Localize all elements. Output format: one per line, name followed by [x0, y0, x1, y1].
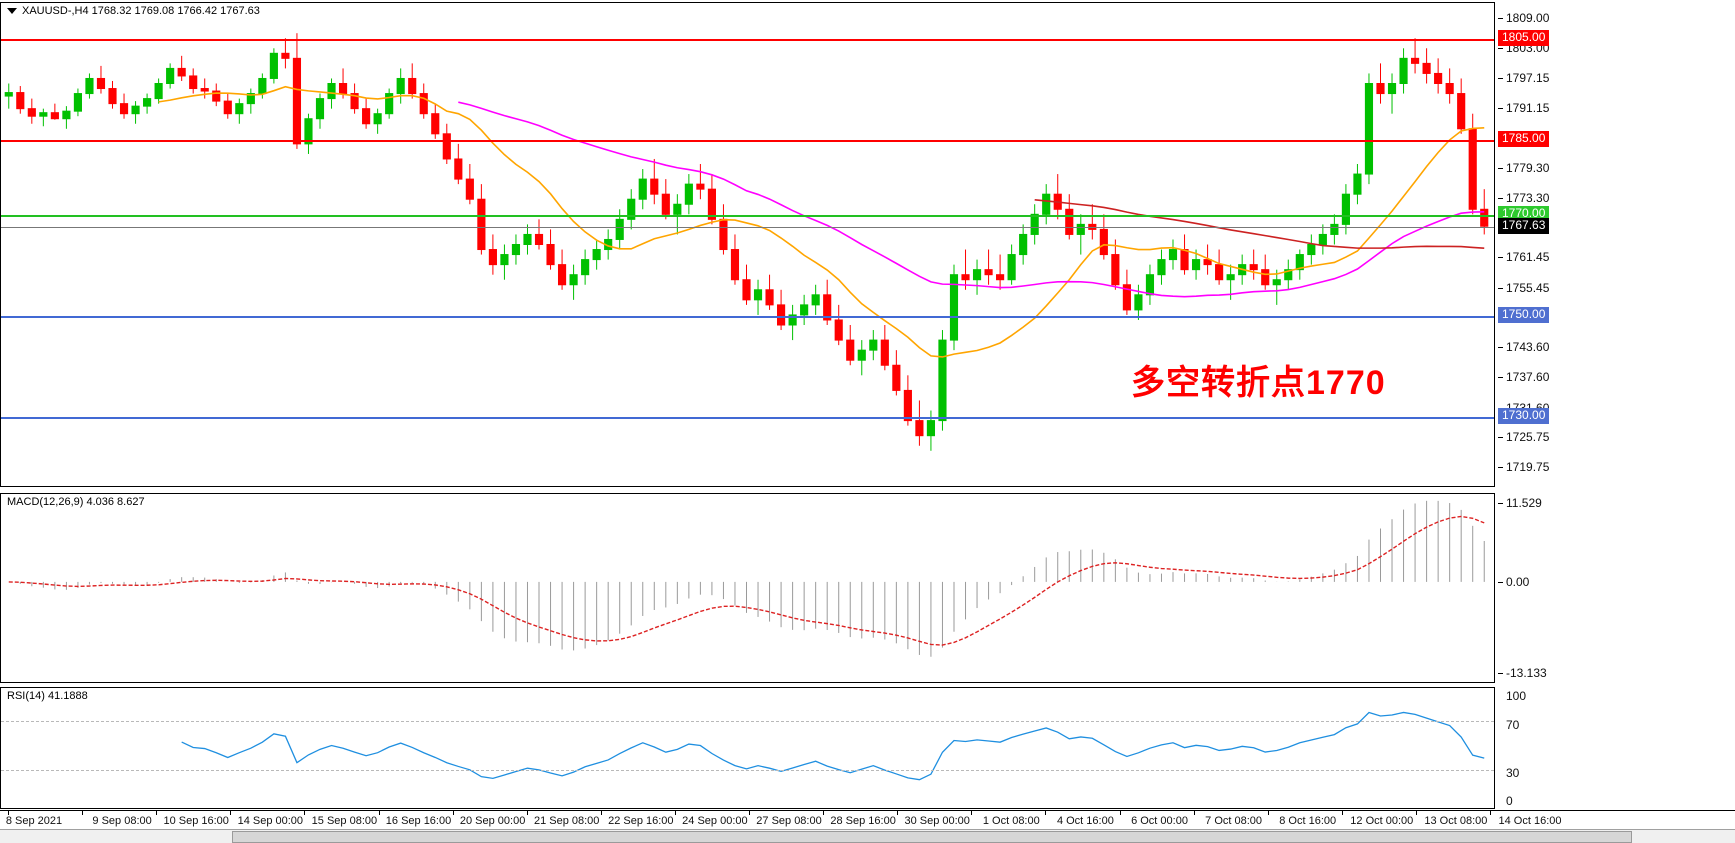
- price-candles-svg: [4, 33, 1489, 451]
- price-tick: 1761.45: [1497, 250, 1549, 264]
- price-tick: 1737.60: [1497, 370, 1549, 384]
- rsi-guide-70: [1, 721, 1494, 722]
- time-tick-mark: [897, 811, 899, 815]
- scrollbar-thumb[interactable]: [232, 831, 1632, 843]
- time-axis-label: 8 Sep 2021: [5, 815, 63, 827]
- time-axis-label: 20 Sep 00:00: [459, 815, 526, 827]
- price-badge-1805-00[interactable]: 1805.00: [1498, 30, 1550, 47]
- price-tick: 1779.30: [1497, 161, 1549, 175]
- level-line-support-1730[interactable]: [1, 416, 1494, 419]
- time-tick-mark: [1415, 811, 1417, 815]
- time-tick-mark: [82, 811, 84, 815]
- time-axis-label: 9 Sep 08:00: [92, 815, 152, 827]
- price-tick: 1797.15: [1497, 71, 1549, 85]
- macd-tick: -13.133: [1497, 666, 1547, 680]
- time-axis-label: 30 Sep 00:00: [904, 815, 970, 827]
- macd-scale: 11.529 0.00 -13.133: [1497, 493, 1735, 683]
- price-badge-1767-63[interactable]: 1767.63: [1498, 218, 1550, 235]
- rsi-svg: [181, 711, 1485, 781]
- level-line-last-price-1767[interactable]: [1, 227, 1494, 229]
- time-axis-label: 21 Sep 08:00: [533, 815, 600, 827]
- macd-label: MACD(12,26,9) 4.036 8.627: [7, 496, 145, 508]
- rsi-label: RSI(14) 41.1888: [7, 690, 88, 702]
- time-tick-mark: [823, 811, 825, 815]
- time-axis-label: 6 Oct 00:00: [1131, 815, 1188, 827]
- time-tick-mark: [1267, 811, 1269, 815]
- price-badge-1785-00[interactable]: 1785.00: [1498, 130, 1550, 147]
- price-tick: 1809.00: [1497, 11, 1549, 25]
- time-tick-mark: [1490, 811, 1491, 815]
- price-badge-1750-00[interactable]: 1750.00: [1498, 306, 1550, 323]
- time-tick-mark: [600, 811, 602, 815]
- macd-svg: [8, 500, 1485, 657]
- time-tick-mark: [749, 811, 750, 815]
- chart-annotation: 多空转折点1770: [1131, 364, 1386, 402]
- macd-tick: 11.529: [1497, 496, 1542, 510]
- rsi-scale: 100 70 30 0: [1497, 687, 1735, 809]
- time-axis-label: 27 Sep 08:00: [756, 815, 822, 827]
- rsi-tick: 70: [1506, 718, 1520, 732]
- time-axis-label: 16 Sep 16:00: [385, 815, 452, 827]
- symbol-header-text: XAUUSD-,H4 1768.32 1769.08 1766.42 1767.…: [22, 5, 260, 17]
- time-axis-label: 4 Oct 16:00: [1056, 815, 1114, 827]
- price-tick: 1743.60: [1497, 340, 1549, 354]
- time-axis-label: 10 Sep 16:00: [163, 815, 229, 827]
- price-tick: 1755.45: [1497, 281, 1549, 295]
- symbol-header: XAUUSD-,H4 1768.32 1769.08 1766.42 1767.…: [7, 5, 260, 17]
- time-tick-mark: [304, 811, 306, 815]
- time-axis-label: 28 Sep 16:00: [830, 815, 896, 827]
- time-axis-label: 15 Sep 08:00: [311, 815, 378, 827]
- price-plot-area[interactable]: [1, 3, 1494, 486]
- price-badge-1730-00[interactable]: 1730.00: [1498, 407, 1550, 424]
- time-axis-label: 7 Oct 08:00: [1205, 815, 1263, 827]
- price-tick: 1719.75: [1497, 460, 1549, 474]
- level-line-resistance-1785[interactable]: [1, 139, 1494, 142]
- time-tick-mark: [971, 811, 973, 815]
- price-scale[interactable]: 1809.00 1803.00 1797.15 1791.15 1779.30 1773.…: [1497, 2, 1735, 487]
- time-axis-label: 8 Oct 16:00: [1279, 815, 1337, 827]
- time-axis[interactable]: 8 Sep 2021 9 Sep 08:00 10 Sep 16:00 14 Sep …: [0, 810, 1735, 829]
- time-tick-mark: [378, 811, 380, 815]
- time-axis-label: 22 Sep 16:00: [608, 815, 674, 827]
- rsi-tick: 30: [1506, 766, 1520, 780]
- time-axis-label: 12 Oct 00:00: [1350, 815, 1414, 827]
- level-line-resistance-1805[interactable]: [1, 39, 1494, 42]
- horizontal-scrollbar[interactable]: [0, 829, 1735, 843]
- time-tick-mark: [526, 811, 528, 815]
- price-chart-panel[interactable]: XAUUSD-,H4 1768.32 1769.08 1766.42 1767.…: [0, 2, 1495, 487]
- time-axis-label: 1 Oct 08:00: [982, 815, 1040, 827]
- time-tick-mark: [674, 811, 676, 815]
- macd-plot-area: [1, 494, 1494, 682]
- rsi-plot-area: [1, 688, 1494, 808]
- time-tick-mark: [1341, 811, 1343, 815]
- time-tick-mark: [8, 811, 9, 815]
- time-tick-mark: [230, 811, 232, 815]
- time-tick-mark: [1045, 811, 1047, 815]
- time-tick-mark: [1193, 811, 1195, 815]
- macd-panel[interactable]: MACD(12,26,9) 4.036 8.627: [0, 493, 1495, 683]
- rsi-tick: 0: [1506, 794, 1513, 808]
- level-line-pivot-1770[interactable]: [1, 215, 1494, 218]
- macd-tick: 0.00: [1497, 575, 1529, 589]
- price-tick: 1725.75: [1497, 430, 1549, 444]
- time-tick-mark: [156, 811, 158, 815]
- price-tick: 1791.15: [1497, 101, 1549, 115]
- time-axis-label: 14 Oct 16:00: [1498, 815, 1562, 827]
- rsi-panel[interactable]: RSI(14) 41.1888: [0, 687, 1495, 809]
- rsi-guide-30: [1, 770, 1494, 771]
- price-tick: 1773.30: [1497, 191, 1549, 205]
- level-line-support-1750[interactable]: [1, 315, 1494, 318]
- time-axis-label: 14 Sep 00:00: [237, 815, 304, 827]
- rsi-tick: 100: [1506, 689, 1527, 703]
- time-tick-mark: [452, 811, 454, 815]
- triangle-down-icon[interactable]: [7, 8, 17, 14]
- time-tick-mark: [1119, 811, 1121, 815]
- time-axis-label: 13 Oct 08:00: [1424, 815, 1488, 827]
- time-axis-label: 24 Sep 00:00: [682, 815, 748, 827]
